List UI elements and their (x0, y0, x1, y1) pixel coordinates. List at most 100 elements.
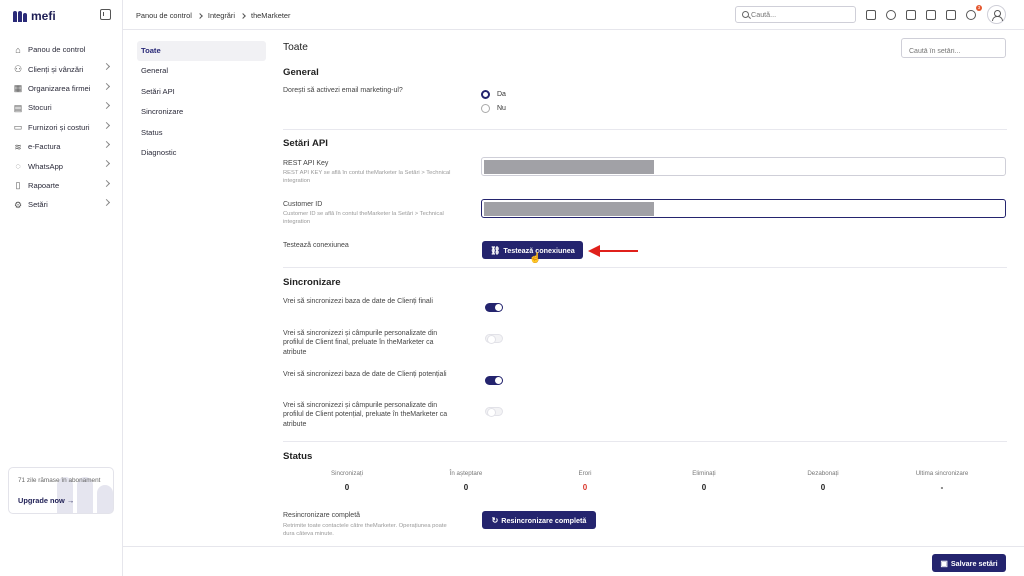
stat-erori: Erori 0 (525, 470, 645, 492)
task-check-icon[interactable] (926, 10, 936, 20)
brand-watermark-icon (57, 477, 113, 513)
gear-icon: ⚙ (13, 199, 23, 210)
customer-id-field[interactable] (481, 199, 1006, 218)
rest-api-key-label: REST API Key (283, 160, 329, 167)
section-nav-general[interactable]: General (141, 66, 169, 76)
sidebar-item-label: WhatsApp (28, 161, 64, 171)
stat-label: Erori (578, 470, 592, 477)
link-icon: ⛓ (490, 245, 501, 255)
collapse-sidebar-icon[interactable] (100, 9, 111, 20)
logo[interactable]: mefi (13, 9, 56, 23)
chevron-right-icon (102, 179, 111, 187)
chevron-right-icon (102, 199, 111, 207)
bell-icon[interactable] (966, 10, 976, 20)
full-resync-button[interactable]: ↻ Resincronizare completă (482, 511, 596, 529)
rest-api-key-field[interactable] (481, 157, 1006, 176)
sync-toggle-campuri-potentiali[interactable] (485, 407, 503, 417)
stat-value: 0 (701, 483, 707, 492)
section-nav-status[interactable]: Status (141, 127, 163, 137)
sidebar-item-efactura[interactable]: ≋ e-Factura (0, 137, 123, 156)
chevron-right-icon (102, 140, 111, 148)
page-title: Toate (283, 42, 308, 53)
stat-value: 0 (463, 483, 469, 492)
stat-in-asteptare: În așteptare 0 (406, 470, 526, 492)
test-connection-label: Testează conexiunea (283, 242, 349, 249)
sidebar-item-label: Rapoarte (28, 180, 60, 190)
redacted-value (484, 202, 654, 216)
radio-nu-label: Nu (497, 105, 506, 112)
section-nav-setari-api[interactable]: Setări API (141, 86, 175, 96)
notification-badge: 3 (976, 5, 982, 11)
stat-value: - (940, 483, 944, 492)
arrow-right-icon: → (66, 496, 75, 505)
chat-icon[interactable] (946, 10, 956, 20)
stat-ultima-sincronizare: Ultima sincronizare - (882, 470, 1002, 492)
upgrade-now-link[interactable]: Upgrade now → (18, 496, 74, 505)
radio-da[interactable] (481, 90, 490, 99)
clipboard-icon: ▯ (15, 180, 21, 191)
hand-cursor-icon: ☝ (529, 253, 542, 264)
stat-label: Ultima sincronizare (915, 470, 969, 477)
customer-id-label: Customer ID (283, 201, 323, 208)
top-header: Panou de control Integrări theMarketer 3 (123, 0, 1024, 30)
chevron-right-icon (102, 102, 111, 110)
rest-api-key-hint: REST API KEY se află în contul theMarket… (283, 170, 451, 184)
add-icon[interactable] (866, 10, 876, 20)
search-input[interactable] (751, 9, 851, 20)
sidebar-item-stocuri[interactable]: ▤ Stocuri (0, 98, 123, 117)
sidebar-item-clienti[interactable]: ⚇ Clienți și vânzări (0, 59, 123, 78)
sync-option-label: Vrei să sincronizezi baza de date de Cli… (283, 371, 447, 378)
sidebar-item-setari[interactable]: ⚙ Setări (0, 195, 123, 214)
breadcrumb-item[interactable]: Panou de control (136, 11, 192, 20)
sidebar-item-label: e-Factura (28, 142, 61, 152)
sidebar-item-label: Organizarea firmei (28, 83, 91, 93)
breadcrumb-item[interactable]: Integrări (207, 11, 236, 20)
timer-icon[interactable] (886, 10, 896, 20)
settings-search-input[interactable] (901, 38, 1006, 58)
stat-sincronizati: Sincronizați 0 (287, 470, 407, 492)
building-icon: ▦ (13, 83, 23, 94)
section-nav-toate[interactable]: Toate (137, 41, 266, 62)
avatar[interactable] (987, 5, 1006, 24)
stat-value: 0 (344, 483, 350, 492)
sidebar-item-furnizori[interactable]: ▭ Furnizori și costuri (0, 118, 123, 137)
calendar-icon[interactable] (906, 10, 916, 20)
global-search[interactable] (735, 6, 856, 23)
section-nav-sincronizare[interactable]: Sincronizare (141, 107, 184, 117)
chevron-right-icon (197, 12, 203, 19)
chevron-right-icon (102, 82, 111, 90)
truck-icon: ▭ (13, 122, 23, 133)
sync-toggle-clienti-potentiali[interactable] (485, 376, 503, 385)
sidebar-item-label: Setări (28, 200, 48, 210)
stat-dezabonati: Dezabonați 0 (763, 470, 883, 492)
section-title-sync: Sincronizare (283, 277, 341, 288)
users-icon: ⚇ (13, 64, 23, 75)
home-icon: ⌂ (15, 44, 21, 55)
search-icon (742, 11, 749, 18)
sync-option-label: Vrei să sincronizezi baza de date de Cli… (283, 298, 433, 305)
section-nav-diagnostic[interactable]: Diagnostic (141, 147, 177, 157)
full-resync-button-label: Resincronizare completă (501, 515, 587, 525)
save-settings-button[interactable]: ▣ Salvare setări (932, 554, 1006, 572)
divider (283, 129, 1007, 130)
test-connection-button[interactable]: ⛓ Testează conexiunea (482, 241, 583, 259)
resync-hint: Retrimite toate contactele către theMark… (283, 523, 447, 537)
sync-toggle-campuri-finali[interactable] (485, 334, 503, 344)
box-icon: ▤ (13, 102, 23, 113)
stat-label: În așteptare (449, 470, 483, 477)
sidebar-item-organizarea[interactable]: ▦ Organizarea firmei (0, 79, 123, 98)
sidebar-item-rapoarte[interactable]: ▯ Rapoarte (0, 176, 123, 195)
sync-toggle-clienti-finali[interactable] (485, 303, 503, 312)
refresh-icon: ↻ (491, 515, 499, 525)
chevron-right-icon (240, 12, 246, 19)
save-bar: ▣ Salvare setări (123, 546, 1024, 576)
customer-id-hint: Customer ID se află în contul theMarkete… (283, 211, 444, 225)
sidebar-nav: ⌂ Panou de control ⚇ Clienți și vânzări … (0, 40, 123, 215)
radio-nu[interactable] (481, 104, 490, 113)
sidebar-item-panou-de-control[interactable]: ⌂ Panou de control (0, 40, 123, 59)
sidebar-item-whatsapp[interactable]: ◌ WhatsApp (0, 156, 123, 175)
sync-option-label: Vrei să sincronizezi și câmpurile person… (283, 402, 448, 428)
settings-section-nav: Toate General Setări API Sincronizare St… (137, 41, 266, 163)
logo-mark-icon (13, 10, 28, 22)
sync-option-label: Vrei să sincronizezi și câmpurile person… (283, 330, 438, 356)
